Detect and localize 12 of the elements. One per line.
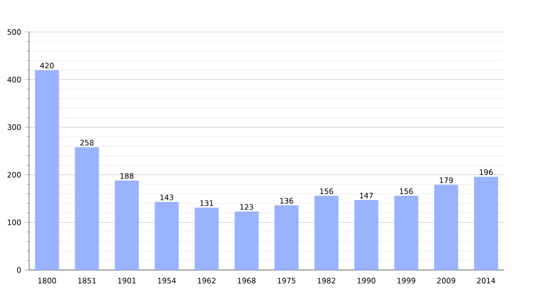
bar <box>354 200 378 270</box>
bar <box>35 70 60 270</box>
bar <box>154 202 179 270</box>
bar <box>74 147 99 270</box>
bar <box>114 180 139 270</box>
bar <box>394 196 418 270</box>
bar <box>314 196 338 270</box>
bar <box>234 211 259 270</box>
bar <box>274 205 299 270</box>
bar <box>474 176 498 270</box>
bar <box>434 184 458 270</box>
bar <box>194 208 219 270</box>
